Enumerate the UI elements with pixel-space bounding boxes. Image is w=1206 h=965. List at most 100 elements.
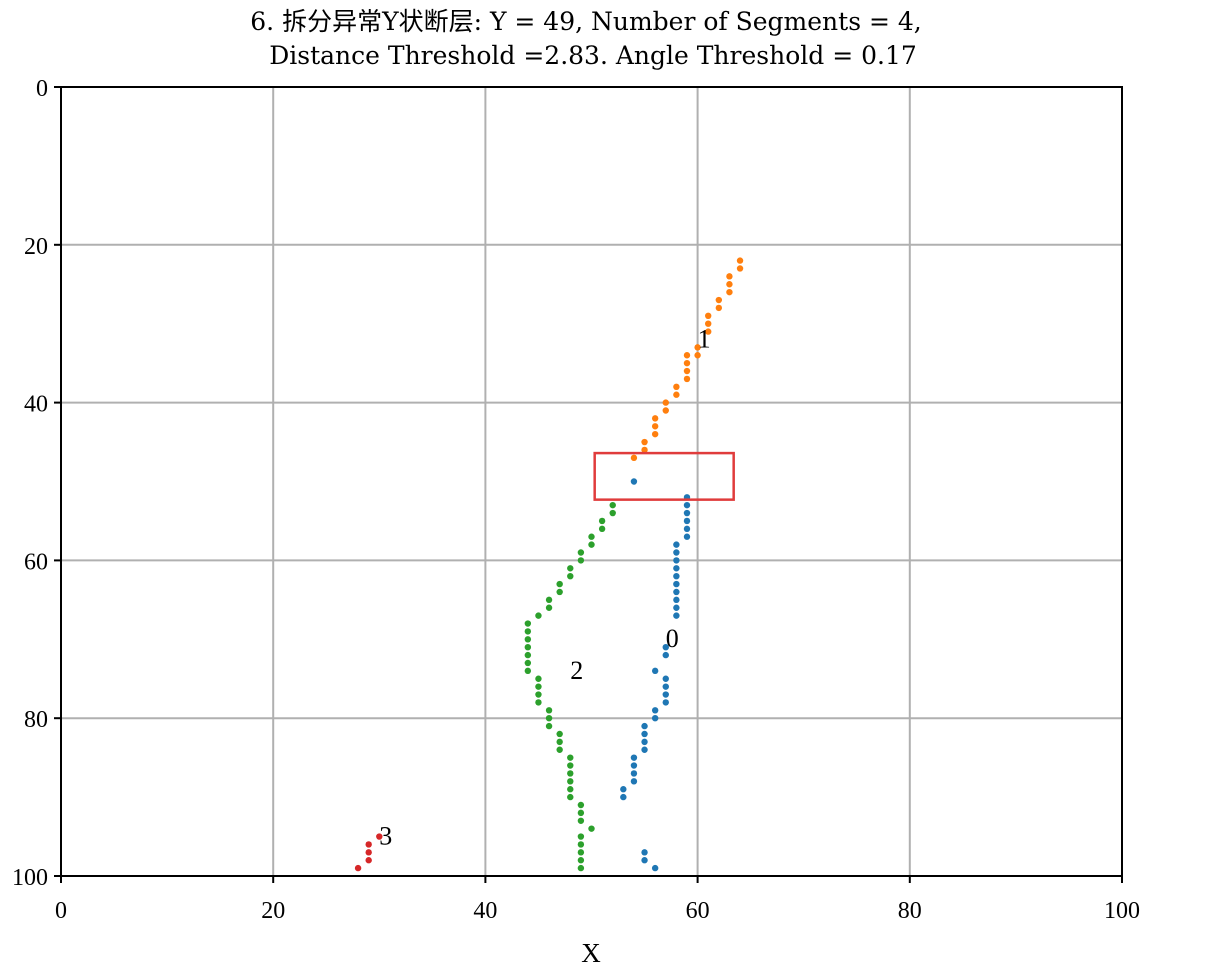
y-tick-label: 20 [24, 234, 48, 260]
data-point-segment-2 [524, 659, 532, 667]
data-point-segment-2 [535, 699, 542, 706]
data-point-segment-1 [694, 344, 701, 351]
data-point-segment-2 [567, 770, 574, 777]
chart-title-line-1: 6. 拆分异常Y状断层: Y = 49, Number of Segments … [250, 7, 921, 36]
data-point-segment-0 [620, 786, 627, 793]
data-point-segment-0 [673, 549, 680, 556]
data-point-segment-2 [567, 754, 574, 761]
x-tick-label: 40 [473, 898, 497, 924]
data-point-segment-2 [598, 525, 606, 533]
data-point-segment-3 [365, 857, 372, 864]
data-point-segment-2 [567, 565, 574, 572]
data-point-segment-1 [736, 265, 744, 272]
data-point-segment-2 [545, 604, 553, 611]
data-point-segment-0 [662, 675, 669, 682]
data-point-segment-1 [715, 296, 723, 304]
x-tick-label: 0 [55, 898, 67, 924]
data-point-segment-2 [556, 746, 563, 753]
data-point-segment-1 [662, 407, 669, 414]
data-point-segment-2 [567, 786, 574, 793]
data-point-segment-2 [588, 533, 595, 540]
y-tick-label: 100 [12, 865, 48, 891]
data-point-segment-2 [545, 715, 553, 722]
data-point-segment-2 [567, 793, 574, 801]
scatter-points [354, 257, 744, 872]
segment-label: 1 [698, 324, 711, 353]
data-point-segment-2 [577, 549, 585, 556]
data-point-segment-2 [577, 557, 585, 564]
data-point-segment-0 [683, 509, 691, 517]
data-point-segment-1 [705, 328, 712, 335]
data-point-segment-1 [715, 304, 723, 312]
data-point-segment-2 [609, 501, 616, 509]
data-point-segment-2 [577, 801, 585, 809]
data-point-segment-2 [567, 762, 574, 769]
data-point-segment-1 [726, 281, 733, 288]
data-point-segment-1 [641, 446, 648, 454]
data-point-segment-0 [673, 565, 680, 572]
x-tick-label: 20 [261, 898, 285, 924]
data-point-segment-2 [535, 683, 542, 690]
highlight-box [593, 451, 735, 501]
x-axis-label: X [581, 938, 601, 965]
segment-annotations: 1 0 2 3 [379, 324, 710, 850]
data-point-segment-0 [651, 715, 659, 722]
data-point-segment-3 [365, 849, 372, 856]
data-point-segment-2 [577, 857, 585, 864]
segment-label: 0 [666, 624, 679, 653]
data-point-segment-0 [662, 691, 669, 698]
data-point-segment-2 [545, 722, 553, 730]
y-tick-label: 80 [24, 707, 48, 733]
data-point-segment-2 [524, 628, 532, 635]
data-point-segment-0 [673, 604, 680, 611]
data-point-segment-2 [524, 620, 532, 627]
segment-label: 2 [570, 656, 583, 685]
y-tick-label: 0 [36, 76, 48, 102]
data-point-segment-0 [641, 746, 648, 753]
data-point-segment-2 [577, 809, 585, 817]
grid-lines [60, 86, 1123, 877]
data-point-segment-0 [630, 754, 638, 761]
data-point-segment-2 [577, 849, 585, 856]
data-point-segment-2 [577, 841, 585, 848]
data-point-segment-0 [662, 699, 669, 706]
data-point-segment-2 [556, 580, 563, 588]
data-point-segment-0 [651, 864, 659, 872]
data-point-segment-1 [641, 438, 648, 446]
data-point-segment-2 [588, 825, 595, 832]
segment-label: 3 [379, 821, 392, 850]
data-point-segment-2 [556, 588, 563, 596]
data-point-segment-2 [535, 612, 542, 619]
y-tick-label: 60 [24, 549, 48, 575]
data-point-segment-1 [736, 257, 744, 264]
x-tick-label: 60 [686, 898, 710, 924]
data-point-segment-2 [535, 691, 542, 698]
data-point-segment-2 [556, 730, 563, 738]
data-point-segment-1 [630, 454, 638, 462]
data-point-segment-0 [630, 762, 638, 769]
data-point-segment-3 [365, 841, 372, 848]
data-point-segment-2 [556, 738, 563, 746]
data-point-segment-2 [567, 572, 574, 580]
data-point-segment-0 [630, 778, 638, 785]
data-point-segment-2 [524, 651, 532, 659]
data-point-segment-1 [683, 359, 691, 367]
data-point-segment-0 [673, 612, 680, 619]
data-point-segment-0 [673, 596, 680, 604]
chart-title-line-2: Distance Threshold =2.83. Angle Threshol… [269, 41, 917, 70]
data-point-segment-0 [683, 517, 691, 525]
data-point-segment-2 [577, 817, 585, 824]
data-point-segment-2 [524, 667, 532, 675]
data-point-segment-2 [524, 643, 532, 651]
data-point-segment-1 [705, 312, 712, 320]
data-point-segment-2 [545, 707, 553, 714]
data-point-segment-0 [662, 683, 669, 690]
plot-frame [60, 86, 1123, 877]
highlight-box-layer [593, 451, 735, 501]
data-point-segment-1 [705, 320, 712, 327]
data-point-segment-2 [524, 636, 532, 643]
data-point-segment-1 [651, 415, 659, 422]
data-point-segment-0 [630, 770, 638, 777]
data-point-segment-0 [620, 793, 627, 801]
